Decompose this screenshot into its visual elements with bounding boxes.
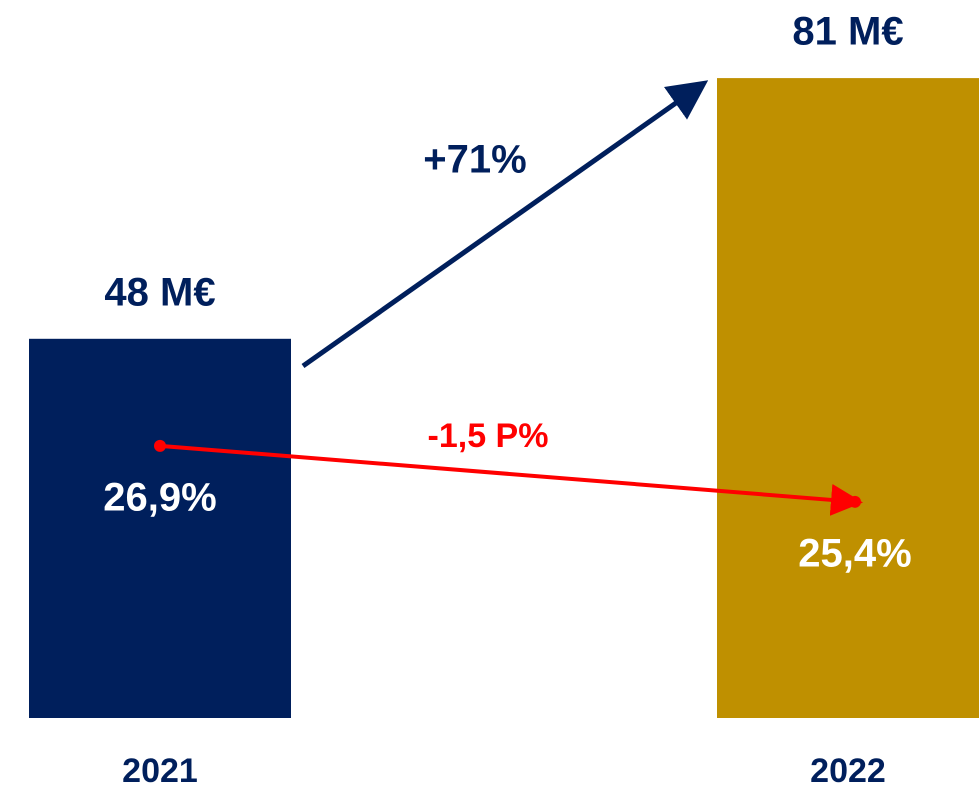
growth-arrow (301, 80, 709, 369)
margin-dot (849, 495, 861, 508)
bar-value-label: 48 M€ (104, 270, 215, 314)
bar (29, 338, 291, 718)
margin-annotation: -1,5 P% (428, 417, 549, 455)
margin-line (159, 443, 863, 516)
bar-value-label: 81 M€ (792, 10, 903, 54)
x-tick-label: 2022 (810, 752, 886, 790)
margin-dot (154, 439, 166, 452)
margin-label: 25,4% (798, 531, 911, 575)
growth-annotation: +71% (423, 138, 526, 182)
x-tick-label: 2021 (122, 752, 198, 790)
margin-label: 26,9% (103, 475, 216, 519)
bar (717, 78, 979, 719)
